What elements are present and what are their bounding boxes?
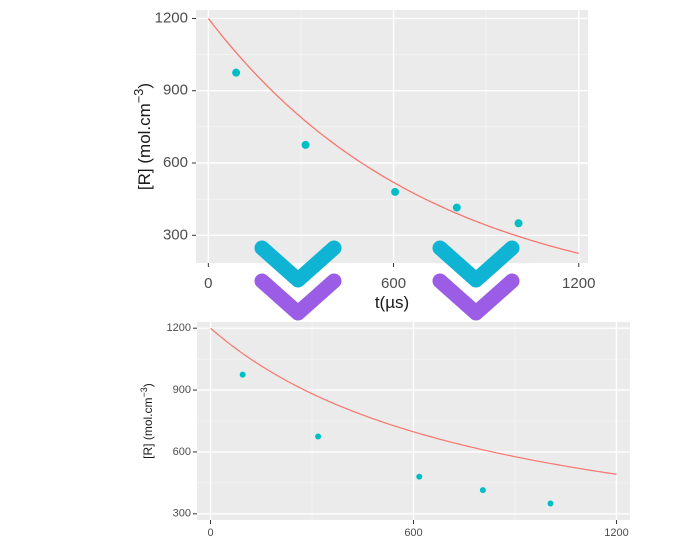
data-point [391, 187, 400, 196]
x-tick-label: 0 [204, 275, 212, 292]
bottom-chart: 300 600 900 1200 0 600 1200 [R] (mol.cm−3) [139, 322, 630, 539]
data-point [315, 433, 322, 440]
y-tick-label: 300 [173, 508, 191, 520]
plot-panel [196, 10, 588, 263]
x-tick-label: 0 [207, 527, 213, 539]
data-point [514, 219, 523, 228]
data-point [301, 140, 310, 149]
data-point [239, 371, 246, 378]
data-point [452, 203, 461, 212]
x-axis-label: t(µs) [375, 293, 409, 312]
chevron-down-icon [432, 240, 520, 288]
data-point [232, 68, 241, 77]
y-tick-label: 600 [173, 446, 191, 458]
chevron-down-icon [254, 240, 342, 288]
fit-curve [207, 18, 579, 254]
y-tick-label: 600 [163, 154, 188, 171]
y-tick-label: 900 [173, 384, 191, 396]
data-point [479, 487, 486, 494]
chevron-arrows [254, 240, 520, 321]
y-axis-label: [R] (mol.cm−3) [131, 83, 154, 190]
x-tick-label: 600 [404, 527, 422, 539]
y-tick-label: 1200 [155, 9, 188, 26]
x-tick-label: 600 [381, 275, 406, 292]
y-tick-label: 900 [163, 82, 188, 99]
y-axis-label: [R] (mol.cm−3) [139, 383, 155, 459]
x-tick-label: 1200 [562, 275, 595, 292]
y-tick-label: 1200 [167, 322, 191, 334]
top-chart: 300 600 900 1200 0 600 1200 [R] (mol.cm−3) t(µs) [131, 9, 595, 312]
chevron-down-icon [254, 273, 342, 321]
data-point [547, 500, 554, 507]
chevron-down-icon [432, 273, 520, 321]
data-point [416, 473, 423, 480]
x-tick-label: 1200 [604, 527, 628, 539]
y-tick-label: 300 [163, 226, 188, 243]
fit-curve [210, 327, 617, 475]
